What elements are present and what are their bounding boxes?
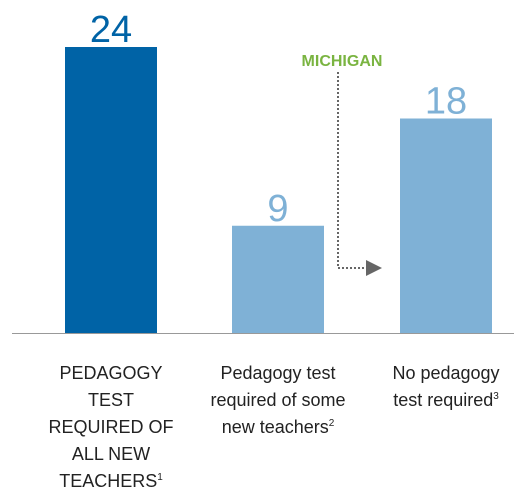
bar: [400, 118, 492, 333]
value-label: 9: [267, 188, 288, 230]
value-label: 18: [425, 81, 467, 123]
footnote-mark: 1: [157, 472, 163, 483]
footnote-mark: 3: [493, 391, 499, 402]
footnote-mark: 2: [328, 418, 335, 429]
annotation: MICHIGAN: [302, 53, 383, 70]
category-text: PEDAGOGY TEST REQUIRED OF ALL NEW TEACHE…: [48, 363, 174, 491]
category-label: PEDAGOGY TEST REQUIRED OF ALL NEW TEACHE…: [41, 360, 181, 495]
category-text: No pedagogy test required: [392, 363, 500, 410]
category-label: No pedagogy test required3: [376, 360, 514, 414]
bar: [232, 225, 324, 333]
value-label: 24: [90, 9, 132, 51]
chart: MICHIGAN 24 9 18: [12, 9, 514, 334]
annotation-arrow: [337, 72, 382, 276]
category-text: Pedagogy test required of some new teach…: [210, 363, 346, 437]
bar: [65, 47, 157, 333]
category-label: Pedagogy test required of some new teach…: [208, 360, 348, 441]
